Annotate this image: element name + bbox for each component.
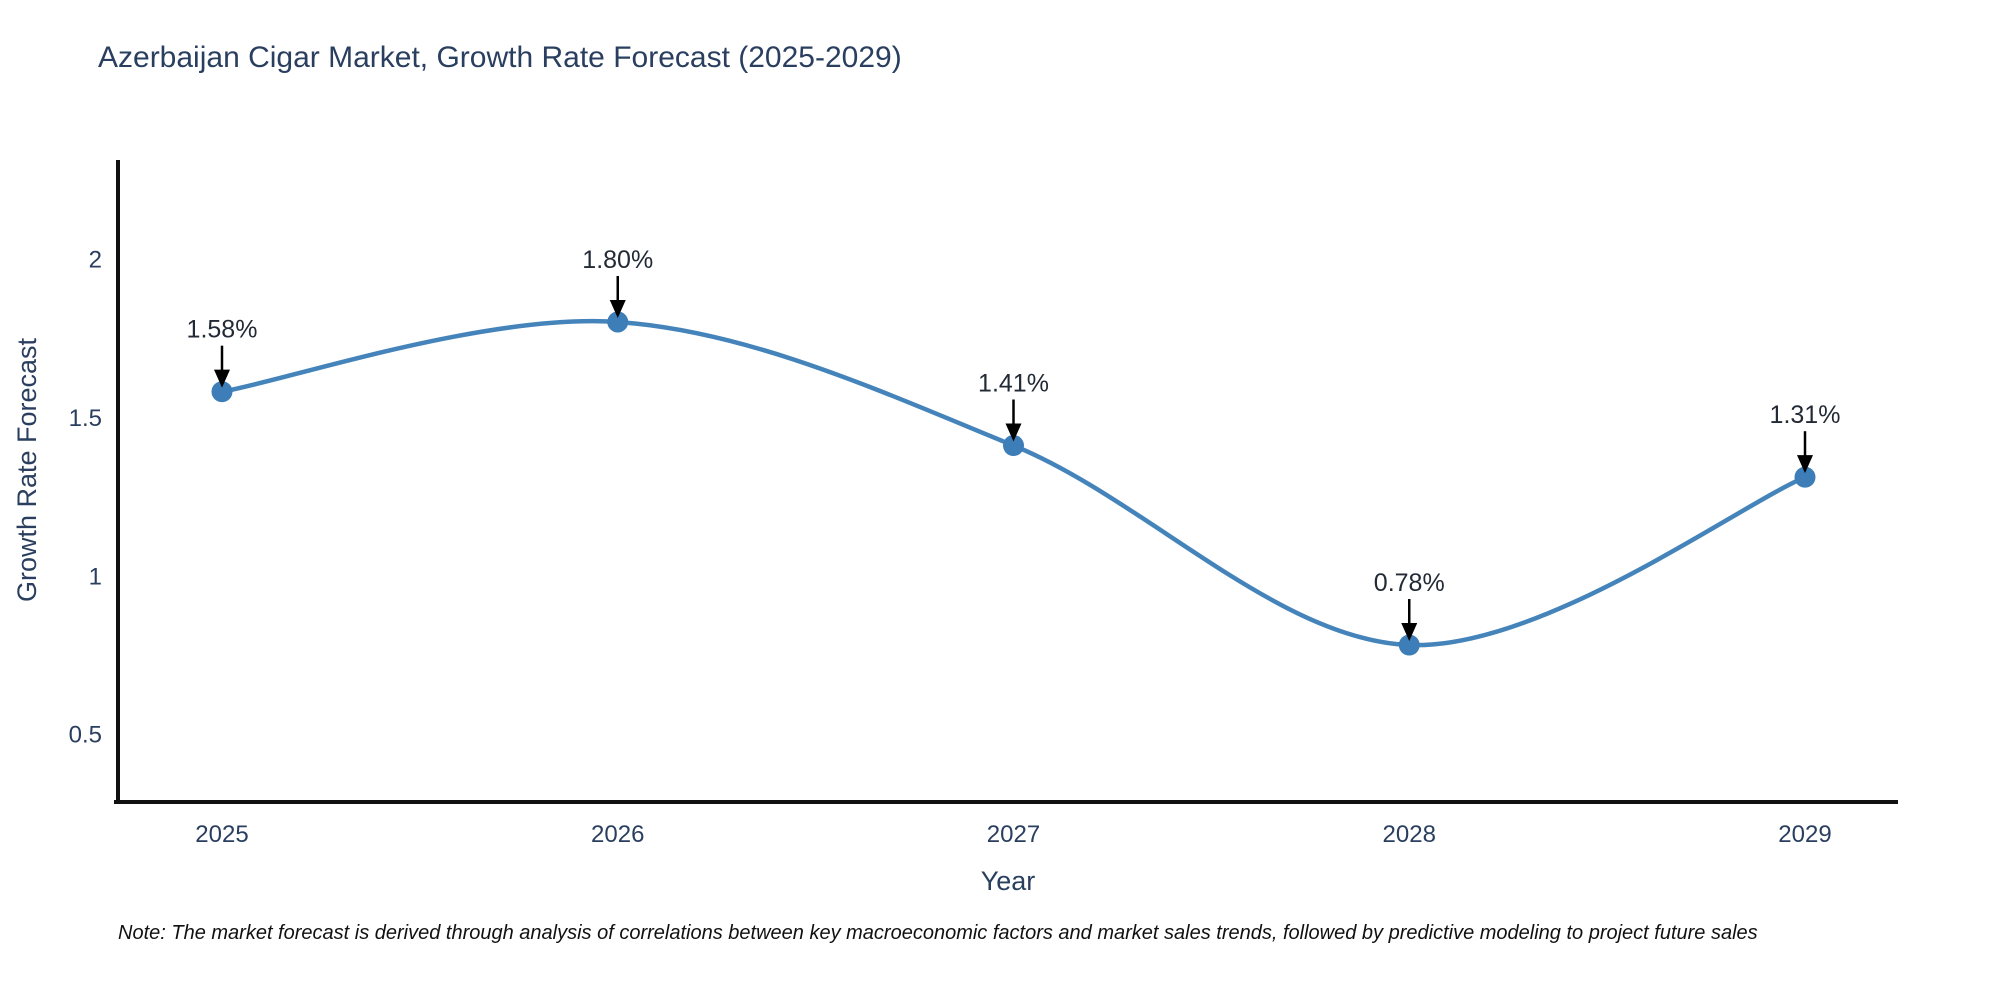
annotation-arrow-head — [609, 300, 626, 318]
x-tick-label: 2026 — [591, 821, 644, 848]
y-axis-title: Growth Rate Forecast — [12, 337, 42, 602]
y-tick-label: 1.5 — [69, 405, 102, 432]
annotation-arrow-head — [1401, 623, 1418, 642]
x-tick-label: 2025 — [195, 821, 248, 848]
x-axis-title: Year — [981, 866, 1036, 896]
x-axis-tick-labels: 2025 2026 2027 2028 2029 — [195, 821, 1831, 848]
chart-title: Azerbaijan Cigar Market, Growth Rate For… — [98, 41, 902, 74]
x-tick-label: 2027 — [987, 821, 1040, 848]
annotation-arrow-head — [214, 369, 230, 388]
axis-titles: Year Growth Rate Forecast — [12, 337, 1035, 896]
point-value-label: 1.31% — [1770, 401, 1841, 429]
y-tick-label: 2 — [89, 247, 102, 274]
x-tick-label: 2028 — [1383, 821, 1436, 848]
annotation-arrow-head — [1005, 423, 1022, 442]
line-series — [211, 311, 1816, 656]
point-value-label: 1.80% — [582, 246, 653, 274]
footnote: Note: The market forecast is derived thr… — [118, 922, 1758, 944]
x-tick-label: 2029 — [1778, 821, 1831, 848]
point-value-label: 0.78% — [1374, 569, 1445, 597]
point-value-label: 1.58% — [187, 316, 258, 344]
point-annotations: 1.58% 1.80% 1.41% 0.78% 1.31% — [187, 246, 1841, 642]
data-point-marker — [1794, 466, 1816, 488]
point-value-label: 1.41% — [978, 370, 1049, 398]
data-point-marker — [607, 311, 629, 333]
axes — [114, 160, 1898, 804]
data-point-marker — [211, 381, 233, 403]
annotation-arrow-head — [1797, 455, 1813, 474]
y-axis-tick-labels: 0.5 1 1.5 2 — [69, 247, 102, 749]
data-point-marker — [1003, 435, 1024, 457]
data-point-marker — [1398, 634, 1420, 656]
y-tick-label: 1 — [89, 563, 102, 590]
y-tick-label: 0.5 — [69, 722, 102, 749]
